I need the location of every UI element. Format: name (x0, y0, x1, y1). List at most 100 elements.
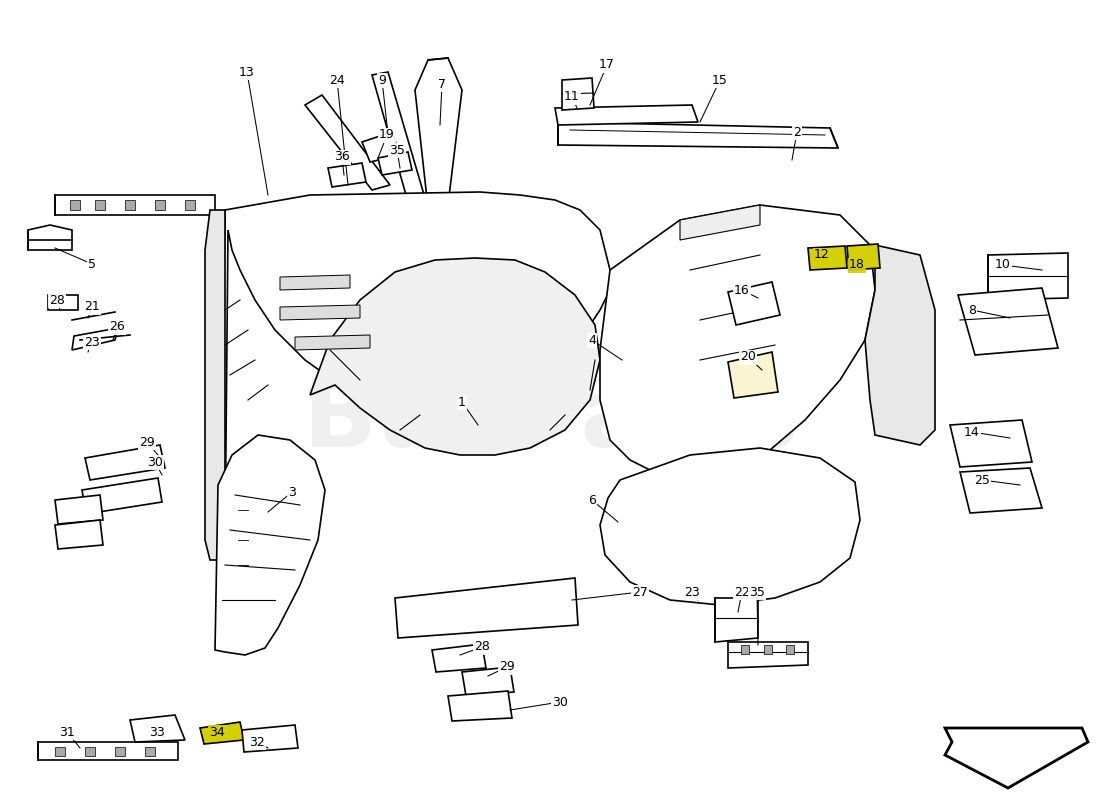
Text: 23: 23 (684, 586, 700, 598)
Polygon shape (462, 667, 514, 696)
Text: 23: 23 (84, 335, 100, 349)
Text: 24: 24 (329, 74, 345, 86)
Text: 30: 30 (552, 695, 568, 709)
Polygon shape (362, 132, 400, 162)
Text: 3: 3 (288, 486, 296, 498)
Polygon shape (95, 200, 104, 210)
Polygon shape (295, 335, 370, 350)
Text: 22: 22 (734, 586, 750, 598)
Polygon shape (556, 105, 698, 125)
Text: 7: 7 (438, 78, 446, 90)
Text: 36: 36 (334, 150, 350, 163)
Polygon shape (562, 78, 594, 110)
Polygon shape (72, 328, 118, 350)
Polygon shape (680, 205, 760, 240)
Text: 5: 5 (88, 258, 96, 270)
Polygon shape (715, 598, 758, 642)
Text: 2: 2 (793, 126, 801, 138)
Text: 31: 31 (59, 726, 75, 738)
Polygon shape (958, 288, 1058, 355)
Text: 16: 16 (734, 283, 750, 297)
Polygon shape (310, 258, 600, 455)
Polygon shape (48, 295, 78, 310)
Polygon shape (28, 225, 72, 250)
Text: 33: 33 (150, 726, 165, 738)
Polygon shape (448, 691, 512, 721)
Text: 4: 4 (588, 334, 596, 346)
Polygon shape (378, 152, 412, 175)
Text: 8: 8 (968, 303, 976, 317)
Polygon shape (786, 645, 794, 654)
Text: 12: 12 (814, 249, 829, 262)
Text: BullParts: BullParts (301, 374, 799, 466)
Polygon shape (372, 72, 425, 202)
Polygon shape (432, 644, 486, 672)
Text: 32: 32 (249, 735, 265, 749)
Text: 13: 13 (239, 66, 255, 78)
Polygon shape (808, 246, 847, 270)
Polygon shape (130, 715, 185, 742)
Polygon shape (950, 420, 1032, 467)
Text: 28: 28 (50, 294, 65, 306)
Text: 21: 21 (84, 301, 100, 314)
Text: 17: 17 (600, 58, 615, 71)
Text: 29: 29 (499, 661, 515, 674)
Text: 11: 11 (564, 90, 580, 103)
Text: 10: 10 (996, 258, 1011, 271)
Polygon shape (185, 200, 195, 210)
Polygon shape (415, 58, 462, 208)
Polygon shape (39, 742, 178, 760)
Text: 27: 27 (632, 586, 648, 598)
Text: 1: 1 (458, 395, 466, 409)
Text: 35: 35 (749, 586, 764, 598)
Polygon shape (741, 645, 749, 654)
Text: 29: 29 (139, 435, 155, 449)
Polygon shape (280, 305, 360, 320)
Text: passion for parts: passion for parts (451, 363, 649, 387)
Text: 34: 34 (209, 726, 224, 738)
Text: 35: 35 (389, 143, 405, 157)
Polygon shape (328, 163, 366, 187)
Polygon shape (70, 200, 80, 210)
Text: 20: 20 (740, 350, 756, 363)
Polygon shape (55, 195, 215, 215)
Text: 28: 28 (474, 641, 490, 654)
Text: 15: 15 (712, 74, 728, 86)
Polygon shape (205, 210, 225, 560)
Text: 26: 26 (109, 321, 125, 334)
Polygon shape (395, 578, 578, 638)
Polygon shape (125, 200, 135, 210)
Polygon shape (55, 747, 65, 756)
Polygon shape (82, 478, 162, 514)
Polygon shape (600, 448, 860, 605)
Polygon shape (988, 253, 1068, 300)
Text: 6: 6 (588, 494, 596, 506)
Polygon shape (85, 445, 165, 480)
Text: 9: 9 (378, 74, 386, 86)
Polygon shape (847, 244, 880, 270)
Text: 18: 18 (849, 258, 865, 271)
Polygon shape (116, 747, 125, 756)
Text: 19: 19 (379, 129, 395, 142)
Text: 14: 14 (964, 426, 980, 438)
Polygon shape (865, 245, 935, 445)
Polygon shape (55, 520, 103, 549)
Polygon shape (558, 122, 838, 148)
Polygon shape (728, 282, 780, 325)
Polygon shape (220, 192, 610, 560)
Polygon shape (155, 200, 165, 210)
Polygon shape (55, 495, 103, 524)
Polygon shape (960, 468, 1042, 513)
Polygon shape (200, 722, 244, 744)
Polygon shape (600, 205, 874, 478)
Polygon shape (214, 435, 324, 655)
Text: 30: 30 (147, 455, 163, 469)
Text: 25: 25 (975, 474, 990, 486)
Polygon shape (728, 642, 808, 668)
Polygon shape (242, 725, 298, 752)
Polygon shape (145, 747, 155, 756)
Polygon shape (728, 352, 778, 398)
Polygon shape (280, 275, 350, 290)
Polygon shape (85, 747, 95, 756)
Polygon shape (945, 728, 1088, 788)
